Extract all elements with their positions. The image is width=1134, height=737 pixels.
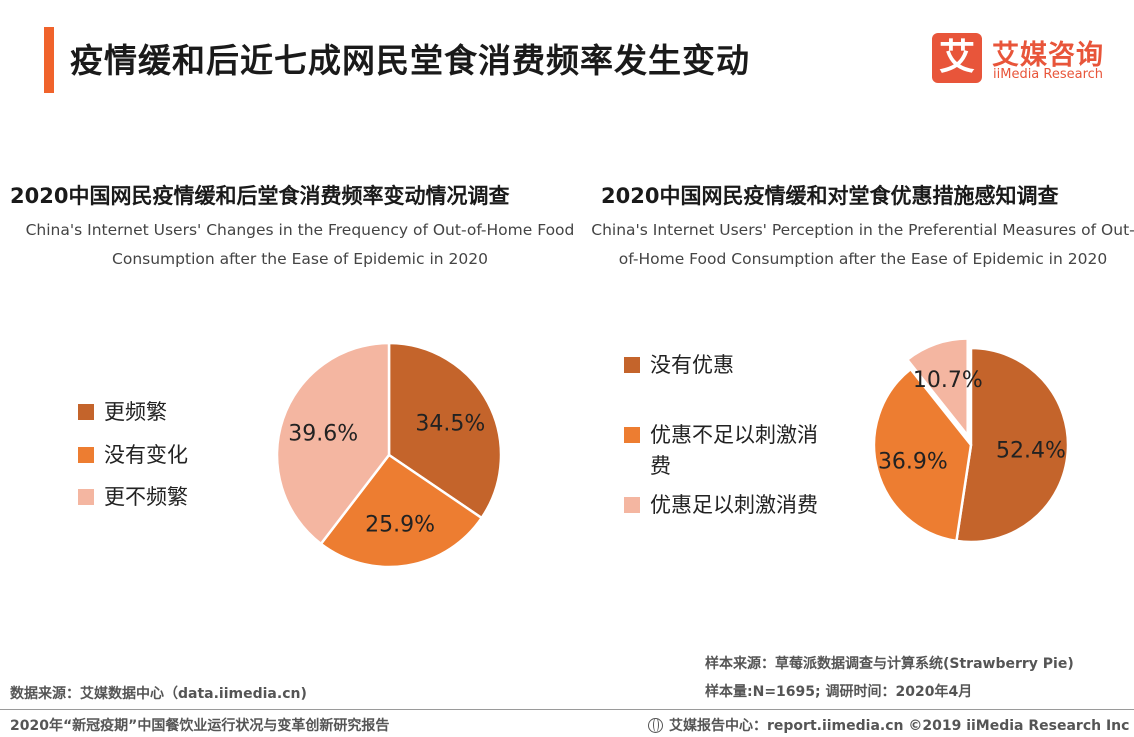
legend-swatch — [624, 497, 640, 513]
chart-1-legend-item-3: 更不频繁 — [78, 482, 218, 513]
title-accent-bar — [44, 27, 54, 93]
logo-chinese-name: 艾媒咨询 — [992, 40, 1104, 71]
report-center: 艾媒报告中心：report.iimedia.cn ©2019 iiMedia R… — [648, 715, 1129, 735]
chart-2-slice-3 — [905, 337, 969, 440]
legend-label: 没有优惠 — [650, 353, 734, 377]
chart-2-slice-3-label: 10.7% — [913, 368, 983, 393]
chart-2-legend-item-2: 优惠不足以刺激消费 — [624, 420, 824, 482]
logo-mark: 艾 — [932, 33, 982, 83]
chart-1-legend-item-1: 更频繁 — [78, 397, 218, 428]
logo-english-name: iiMedia Research — [993, 67, 1104, 82]
legend-swatch — [624, 427, 640, 443]
chart-1-subtitle: China's Internet Users' Changes in the F… — [25, 221, 575, 268]
chart-2-title: 2020中国网民疫情缓和对堂食优惠措施感知调查 — [601, 184, 1059, 208]
legend-swatch — [78, 447, 94, 463]
legend-label: 优惠不足以刺激消费 — [650, 423, 818, 478]
globe-icon — [648, 717, 663, 733]
chart-1-slice-3-label: 39.6% — [288, 422, 358, 447]
iimedia-logo: 艾 艾媒咨询 iiMedia Research — [932, 33, 1122, 88]
legend-swatch — [78, 489, 94, 505]
sample-size: 样本量:N=1695; 调研时间：2020年4月 — [705, 684, 973, 700]
chart-2-slice-1 — [955, 346, 1070, 544]
legend-label: 没有变化 — [104, 443, 188, 467]
legend-label: 优惠足以刺激消费 — [650, 493, 818, 517]
footer-divider — [0, 709, 1134, 710]
legend-label: 更频繁 — [104, 400, 167, 424]
legend-label: 更不频繁 — [104, 485, 188, 509]
chart-1-slice-2-label: 25.9% — [365, 513, 435, 538]
chart-2-slice-2-label: 36.9% — [878, 450, 948, 475]
report-center-text: 艾媒报告中心：report.iimedia.cn ©2019 iiMedia R… — [669, 718, 1130, 734]
legend-swatch — [624, 357, 640, 373]
report-title: 2020年“新冠疫期”中国餐饮业运行状况与变革创新研究报告 — [10, 718, 390, 734]
page-title: 疫情缓和后近七成网民堂食消费频率发生变动 — [70, 41, 750, 80]
sample-source: 样本来源：草莓派数据调查与计算系统(Strawberry Pie) — [705, 656, 1074, 672]
chart-1-title: 2020中国网民疫情缓和后堂食消费频率变动情况调查 — [10, 184, 510, 208]
chart-2-slice-2 — [872, 367, 973, 543]
chart-2-subtitle: China's Internet Users' Perception in th… — [591, 221, 1134, 268]
chart-2-legend-item-1: 没有优惠 — [624, 350, 824, 381]
chart-1-slice-2 — [319, 453, 484, 569]
chart-2-slice-1-label: 52.4% — [996, 439, 1066, 464]
chart-1-slice-3 — [275, 341, 391, 546]
chart-1-slice-1-label: 34.5% — [415, 412, 485, 437]
chart-1-legend-item-2: 没有变化 — [78, 440, 218, 471]
chart-1-slice-1 — [387, 341, 503, 520]
legend-swatch — [78, 404, 94, 420]
data-source: 数据来源：艾媒数据中心（data.iimedia.cn) — [10, 686, 307, 702]
chart-2-legend-item-3: 优惠足以刺激消费 — [624, 490, 824, 521]
